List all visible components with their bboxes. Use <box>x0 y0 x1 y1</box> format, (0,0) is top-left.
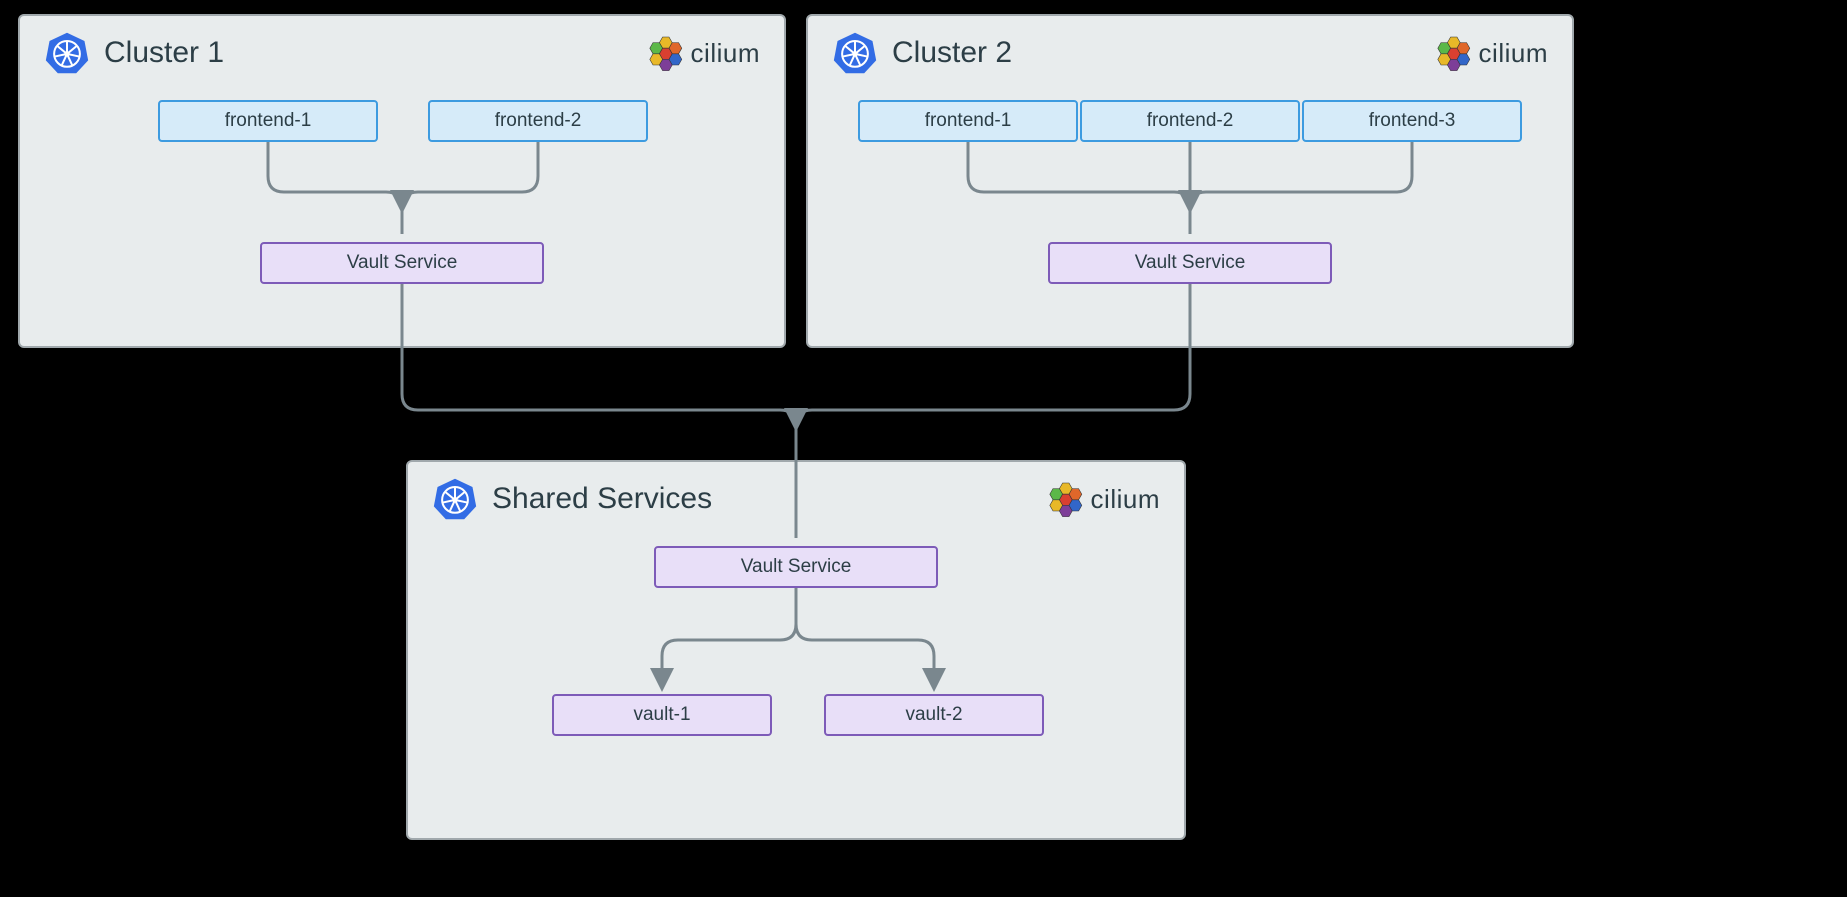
node-label: frontend-2 <box>1147 110 1234 132</box>
cluster-1-box: Cluster 1 cilium <box>18 14 786 348</box>
cilium-icon <box>1045 479 1085 519</box>
node-label: frontend-1 <box>225 110 312 132</box>
cilium-brand-1: cilium <box>645 33 760 73</box>
c1-frontend-1: frontend-1 <box>158 100 378 142</box>
node-label: Vault Service <box>1135 252 1246 274</box>
cilium-text-2: cilium <box>1479 38 1548 69</box>
cilium-icon <box>1433 33 1473 73</box>
kubernetes-icon <box>44 30 90 76</box>
cilium-text-3: cilium <box>1091 484 1160 515</box>
kubernetes-icon <box>832 30 878 76</box>
cluster-2-title-group: Cluster 2 <box>832 30 1012 76</box>
c2-frontend-1: frontend-1 <box>858 100 1078 142</box>
vault-1-pod: vault-1 <box>552 694 772 736</box>
cilium-brand-2: cilium <box>1433 33 1548 73</box>
node-label: Vault Service <box>347 252 458 274</box>
cilium-icon <box>645 33 685 73</box>
cluster-2-header: Cluster 2 cilium <box>808 16 1572 76</box>
kubernetes-icon <box>432 476 478 522</box>
c2-vault-service: Vault Service <box>1048 242 1332 284</box>
c1-vault-service: Vault Service <box>260 242 544 284</box>
cluster-1-header: Cluster 1 cilium <box>20 16 784 76</box>
node-label: vault-2 <box>905 704 962 726</box>
node-label: frontend-3 <box>1369 110 1456 132</box>
node-label: vault-1 <box>633 704 690 726</box>
c1-frontend-2: frontend-2 <box>428 100 648 142</box>
cilium-brand-3: cilium <box>1045 479 1160 519</box>
vault-2-pod: vault-2 <box>824 694 1044 736</box>
shared-header: Shared Services cilium <box>408 462 1184 522</box>
cluster-1-title-group: Cluster 1 <box>44 30 224 76</box>
c2-frontend-2: frontend-2 <box>1080 100 1300 142</box>
shared-vault-service: Vault Service <box>654 546 938 588</box>
node-label: frontend-1 <box>925 110 1012 132</box>
node-label: Vault Service <box>741 556 852 578</box>
cluster-1-title: Cluster 1 <box>104 36 224 70</box>
c2-frontend-3: frontend-3 <box>1302 100 1522 142</box>
cluster-2-title: Cluster 2 <box>892 36 1012 70</box>
node-label: frontend-2 <box>495 110 582 132</box>
shared-title: Shared Services <box>492 482 712 516</box>
cilium-text-1: cilium <box>691 38 760 69</box>
shared-title-group: Shared Services <box>432 476 712 522</box>
shared-services-box: Shared Services cilium <box>406 460 1186 840</box>
cluster-2-box: Cluster 2 cilium <box>806 14 1574 348</box>
